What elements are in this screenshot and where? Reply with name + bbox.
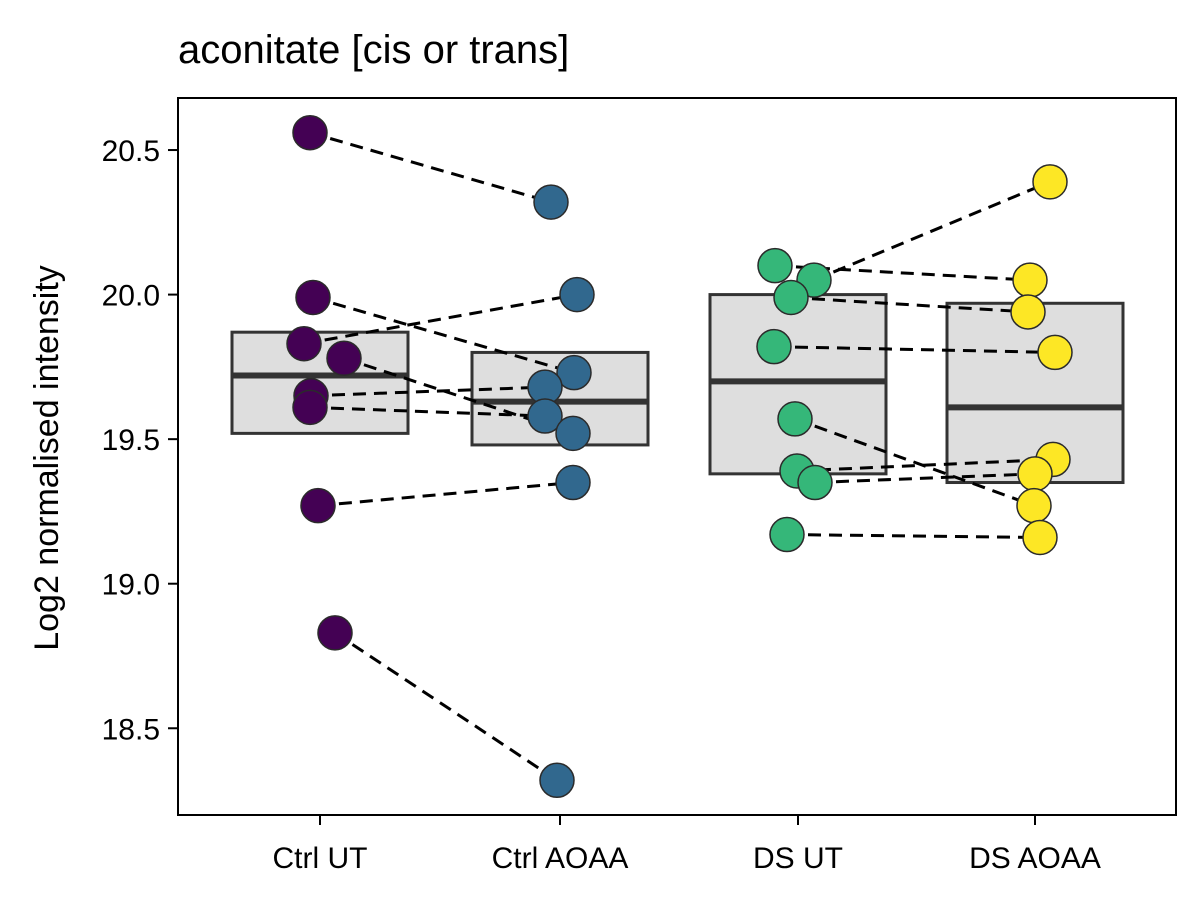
box-layer (230, 293, 1125, 485)
point-layer (286, 114, 1073, 799)
data-point (757, 247, 793, 284)
data-point (773, 279, 809, 316)
data-point (555, 464, 591, 501)
pair-link (309, 405, 546, 418)
x-tick-label: Ctrl UT (273, 842, 368, 875)
data-point (756, 328, 792, 365)
data-point (1017, 456, 1053, 492)
plot-panel (177, 97, 1177, 816)
pair-link (790, 295, 1029, 314)
data-point (295, 279, 331, 316)
pair-link (814, 472, 1036, 485)
axis-layer: 18.5 19.0 19.5 20.0 20.5 Ctrl UT Ctrl AOAA DS U… (102, 135, 1101, 875)
pair-link (317, 481, 574, 508)
data-point (539, 762, 575, 799)
pair-link (334, 631, 558, 782)
data-point (1032, 164, 1068, 200)
data-point (769, 516, 805, 553)
data-point (527, 398, 563, 434)
data-point (1037, 334, 1073, 371)
pair-link (310, 385, 546, 398)
data-point (1016, 487, 1052, 524)
y-tick-label: 20.0 (102, 280, 160, 313)
data-point (1012, 262, 1048, 298)
data-point (1022, 519, 1058, 556)
x-tick-label: DS AOAA (969, 842, 1101, 875)
y-axis-title: Log2 normalised intensity (28, 265, 66, 651)
data-point (326, 340, 362, 376)
x-tick-label: DS UT (753, 842, 843, 875)
box (945, 301, 1125, 485)
pair-link (813, 180, 1051, 282)
pair-link (312, 296, 575, 375)
y-tick-label: 19.0 (102, 569, 160, 602)
pair-link (786, 533, 1041, 539)
y-tick-label: 20.5 (102, 135, 160, 168)
data-point (777, 401, 813, 437)
panel-border (177, 97, 1177, 816)
data-point (292, 389, 328, 426)
data-point (555, 415, 591, 452)
data-point (556, 354, 592, 391)
pair-link-layer (303, 131, 1056, 782)
pair-link (796, 457, 1054, 473)
data-point (533, 184, 569, 220)
data-point (559, 276, 595, 313)
x-tick-label: Ctrl AOAA (492, 842, 629, 875)
pair-link (773, 345, 1056, 354)
data-point (300, 487, 336, 524)
pair-link (794, 417, 1035, 508)
data-point (317, 615, 353, 651)
y-tick-label: 18.5 (102, 713, 160, 746)
data-point (797, 464, 833, 501)
data-point (292, 114, 328, 151)
chart-title: aconitate [cis or trans] (178, 28, 569, 72)
data-point (286, 325, 322, 362)
pair-link (303, 293, 578, 346)
pair-link (309, 131, 552, 204)
y-tick-label: 19.5 (102, 424, 160, 457)
data-point (1010, 294, 1046, 330)
